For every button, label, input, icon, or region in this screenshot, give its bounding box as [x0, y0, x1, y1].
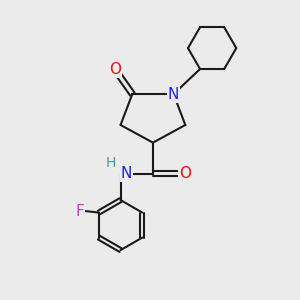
Text: H: H: [106, 156, 116, 170]
Text: O: O: [109, 61, 121, 76]
Text: N: N: [168, 87, 179, 102]
Text: F: F: [75, 204, 84, 219]
Text: O: O: [179, 166, 191, 181]
Text: N: N: [121, 166, 132, 181]
